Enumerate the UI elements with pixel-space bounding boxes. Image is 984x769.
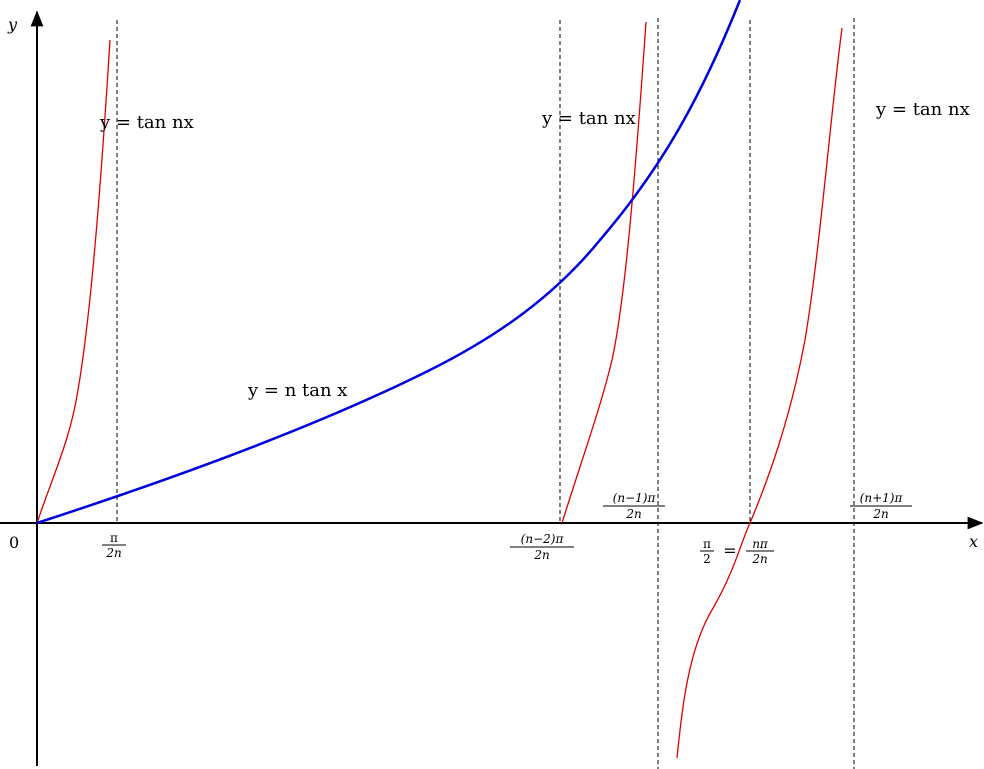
n-tan-x-label: y = n tan x <box>247 380 347 401</box>
y-axis-label: y <box>7 15 18 34</box>
tan-nx-label-left: y = tan nx <box>99 112 194 133</box>
tick-label-pi-2n: π 2n <box>102 531 126 560</box>
tick-n-minus-2-num: (n−2)π <box>521 532 565 546</box>
tan-nx-curves <box>36 21 843 759</box>
tick-n-plus-1-num: (n+1)π <box>860 491 904 505</box>
tick-n-minus-1-den: 2n <box>625 507 641 521</box>
tick-pi-2-eq: = <box>723 541 736 560</box>
tick-n-pi-num: nπ <box>752 537 769 551</box>
tick-n-minus-2-den: 2n <box>533 548 549 562</box>
x-axis-label: x <box>969 532 978 551</box>
tick-label-pi-2: π 2 = nπ 2n <box>700 537 774 566</box>
n-tan-x-curve <box>36 0 742 525</box>
tick-pi-2n-den: 2n <box>105 546 121 560</box>
tick-label-n-minus-1: (n−1)π 2n <box>603 491 665 521</box>
tan-nx-label-right: y = tan nx <box>875 99 970 120</box>
tick-pi-2-den: 2 <box>703 552 711 566</box>
tick-pi-2n-num: π <box>110 531 118 545</box>
tick-label-n-plus-1: (n+1)π 2n <box>850 491 912 521</box>
tan-nx-branch-3 <box>676 27 843 759</box>
tan-nx-branch-1 <box>36 39 111 524</box>
tan-nx-branch-2 <box>561 21 647 524</box>
tan-nx-label-middle: y = tan nx <box>541 108 636 129</box>
origin-label: 0 <box>9 533 19 552</box>
dashed-lines <box>116 18 855 769</box>
tick-pi-2-num: π <box>703 537 711 551</box>
tick-n-pi-den: 2n <box>751 552 767 566</box>
tick-n-minus-1-num: (n−1)π <box>613 491 657 505</box>
tick-label-n-minus-2: (n−2)π 2n <box>510 532 574 562</box>
tick-n-plus-1-den: 2n <box>872 507 888 521</box>
axes <box>0 10 984 766</box>
